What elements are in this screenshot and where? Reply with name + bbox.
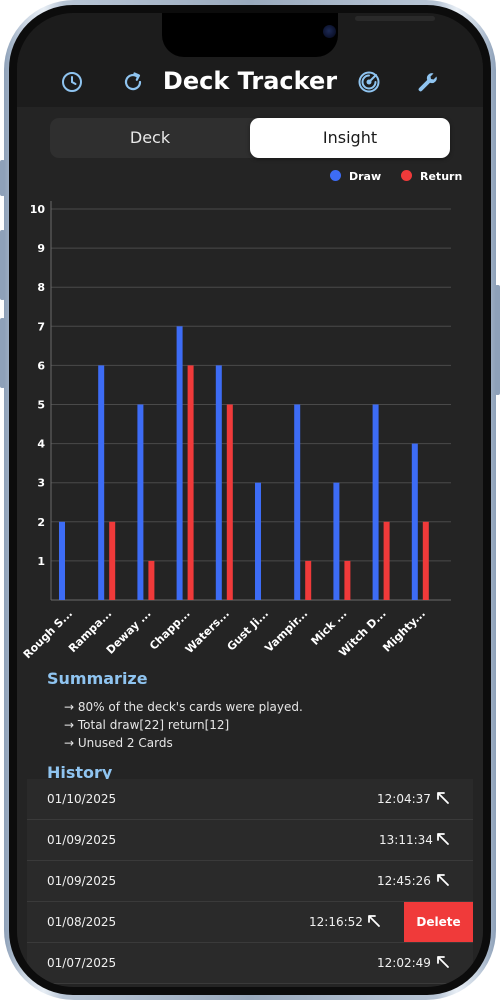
bar-draw <box>255 482 261 600</box>
volume-up-button <box>0 230 5 300</box>
speaker-grille <box>355 16 435 21</box>
y-tick-label: 3 <box>37 477 45 490</box>
legend-return-swatch <box>401 170 412 181</box>
bar-draw <box>333 482 340 600</box>
history-row[interactable]: 01/09/2025 13:11:34 <box>27 820 473 861</box>
history-date: 01/09/2025 <box>47 833 117 847</box>
open-arrow-icon[interactable] <box>436 873 450 887</box>
power-button <box>495 285 500 395</box>
content-area: Deck Insight Draw Return 1 2 3 4 5 6 7 8 9 10 Roug… <box>17 107 483 987</box>
legend-draw: Draw <box>330 170 381 183</box>
screen: Deck Tracker Deck Insight Draw Return <box>17 13 483 987</box>
history-time: 12:04:37 <box>377 792 431 806</box>
summary-title: Summarize <box>47 669 148 688</box>
history-date: 01/08/2025 <box>47 915 117 929</box>
summary-line: → Unused 2 Cards <box>64 736 173 750</box>
delete-button[interactable]: Delete <box>404 902 473 942</box>
bar-return <box>187 365 194 600</box>
y-tick-label: 6 <box>37 359 45 372</box>
volume-down-button <box>0 318 5 388</box>
bar-return <box>226 404 233 600</box>
y-tick-label: 9 <box>37 242 45 255</box>
bar-return <box>383 521 390 600</box>
y-tick-label: 10 <box>30 203 46 216</box>
history-list: 01/10/2025 12:04:37 01/09/2025 13:11:34 … <box>27 779 473 984</box>
bar-draw <box>176 326 183 600</box>
mute-switch <box>0 160 5 196</box>
history-time: 13:11:34 <box>379 833 433 847</box>
x-tick-label: Vampir... <box>262 607 310 655</box>
history-time: 12:16:52 <box>309 915 363 929</box>
open-arrow-icon[interactable] <box>436 955 450 969</box>
history-row[interactable]: 01/07/2025 12:02:49 <box>27 943 473 984</box>
summary-line: → 80% of the deck's cards were played. <box>64 700 303 714</box>
legend-draw-label: Draw <box>349 170 382 183</box>
history-date: 01/09/2025 <box>47 874 117 888</box>
history-date: 01/07/2025 <box>47 956 117 970</box>
y-tick-label: 7 <box>37 320 45 333</box>
y-tick-label: 4 <box>37 438 45 451</box>
history-title: History <box>47 763 113 782</box>
app-header: Deck Tracker <box>17 55 483 107</box>
open-arrow-icon[interactable] <box>367 914 381 928</box>
bar-return <box>422 521 429 600</box>
bar-draw <box>294 404 301 600</box>
bar-return <box>305 560 312 600</box>
target-icon[interactable] <box>357 70 381 94</box>
bar-draw <box>411 443 418 600</box>
legend-draw-swatch <box>330 170 341 181</box>
history-row[interactable]: 01/10/2025 12:04:37 <box>27 779 473 820</box>
view-tabs: Deck Insight <box>50 118 450 158</box>
history-clock-icon[interactable] <box>60 70 84 94</box>
y-tick-label: 2 <box>37 516 45 529</box>
x-tick-label: Rough S... <box>21 607 75 661</box>
tab-deck[interactable]: Deck <box>129 128 171 147</box>
history-time: 12:45:26 <box>377 874 431 888</box>
history-row-swiped[interactable]: 01/08/2025 12:16:52 Delete <box>27 902 473 943</box>
bar-draw <box>98 365 105 600</box>
open-arrow-icon[interactable] <box>436 791 450 805</box>
history-date: 01/10/2025 <box>47 792 117 806</box>
notch <box>162 13 435 57</box>
page-title: Deck Tracker <box>162 67 338 95</box>
y-tick-label: 1 <box>37 555 45 568</box>
y-tick-label: 8 <box>37 281 45 294</box>
y-tick-label: 5 <box>37 399 45 412</box>
bar-draw <box>137 404 144 600</box>
bar-draw <box>215 365 222 600</box>
bar-return <box>148 560 155 600</box>
bar-draw <box>59 521 65 600</box>
refresh-icon[interactable] <box>121 70 145 94</box>
open-arrow-icon[interactable] <box>436 832 450 846</box>
wrench-icon[interactable] <box>416 70 440 94</box>
front-camera <box>323 25 336 38</box>
tab-insight[interactable]: Insight <box>250 118 450 158</box>
bar-return <box>109 521 116 600</box>
x-tick-label: Mighty... <box>380 607 428 655</box>
history-time: 12:02:49 <box>377 956 431 970</box>
bar-draw <box>372 404 379 600</box>
summary-line: → Total draw[22] return[12] <box>64 718 230 732</box>
legend-return: Return <box>401 170 462 183</box>
bar-return <box>344 560 351 600</box>
legend-return-label: Return <box>420 170 463 183</box>
history-row[interactable]: 01/09/2025 12:45:26 <box>27 861 473 902</box>
